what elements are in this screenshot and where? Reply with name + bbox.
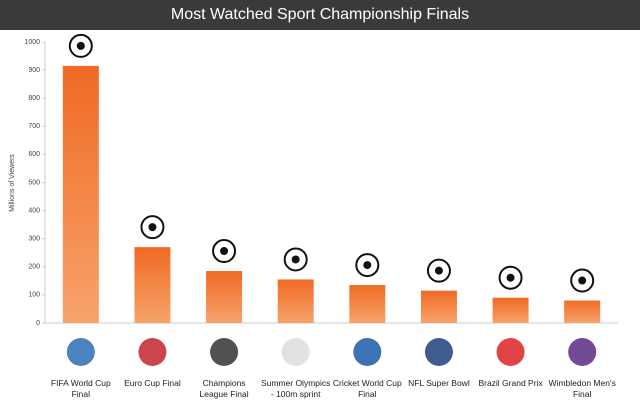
bar <box>206 271 243 323</box>
y-tick-label: 500 <box>28 179 40 186</box>
x-tick-label: NFL Super Bowl <box>408 378 470 388</box>
y-tick-label: 0 <box>36 320 40 327</box>
x-tick-label: Summer Olympics - 100m sprint <box>260 378 331 399</box>
y-axis-label: Millions of Viewers <box>9 154 16 212</box>
bar <box>277 279 314 323</box>
y-tick-label: 700 <box>28 123 40 130</box>
league-logo <box>424 338 453 366</box>
league-logo <box>281 338 310 366</box>
title-bar <box>0 0 640 30</box>
x-tick-label: FIFA World Cup Final <box>50 378 111 399</box>
x-tick-label: Brazil Grand Prix <box>478 378 543 388</box>
bar <box>349 285 386 323</box>
league-logo <box>496 338 525 366</box>
sport-icon-detail <box>291 255 300 264</box>
league-logo <box>138 338 167 366</box>
y-tick-label: 600 <box>28 151 40 158</box>
x-tick-label: Euro Cup Final <box>124 378 181 388</box>
bar <box>420 290 457 323</box>
chart-title: Most Watched Sport Championship Finals <box>171 6 469 23</box>
bar <box>564 300 601 323</box>
y-tick-label: 100 <box>28 292 40 299</box>
league-logo <box>568 338 597 366</box>
bar <box>492 297 529 323</box>
y-tick-label: 900 <box>28 67 40 74</box>
bar <box>134 247 171 323</box>
y-tick-label: 200 <box>28 264 40 271</box>
x-tick-label: Champions League Final <box>199 378 249 399</box>
x-tick-label: Wimbledon Men's Final <box>548 378 616 399</box>
sport-icon-detail <box>506 273 515 282</box>
sport-icon-detail <box>434 266 443 275</box>
sport-icon-detail <box>220 247 229 256</box>
y-tick-label: 400 <box>28 207 40 214</box>
league-logo <box>353 338 382 366</box>
x-tick-label: Cricket World Cup Final <box>332 378 402 399</box>
sport-icon-detail <box>76 41 85 50</box>
sport-icon-detail <box>578 276 587 285</box>
league-logo <box>210 338 239 366</box>
y-tick-label: 300 <box>28 236 40 243</box>
league-logo <box>66 338 95 366</box>
sport-icon-detail <box>148 223 157 232</box>
sport-icon-detail <box>363 261 372 270</box>
y-tick-label: 1000 <box>24 39 40 46</box>
y-tick-label: 800 <box>28 95 40 102</box>
bar <box>62 65 99 323</box>
